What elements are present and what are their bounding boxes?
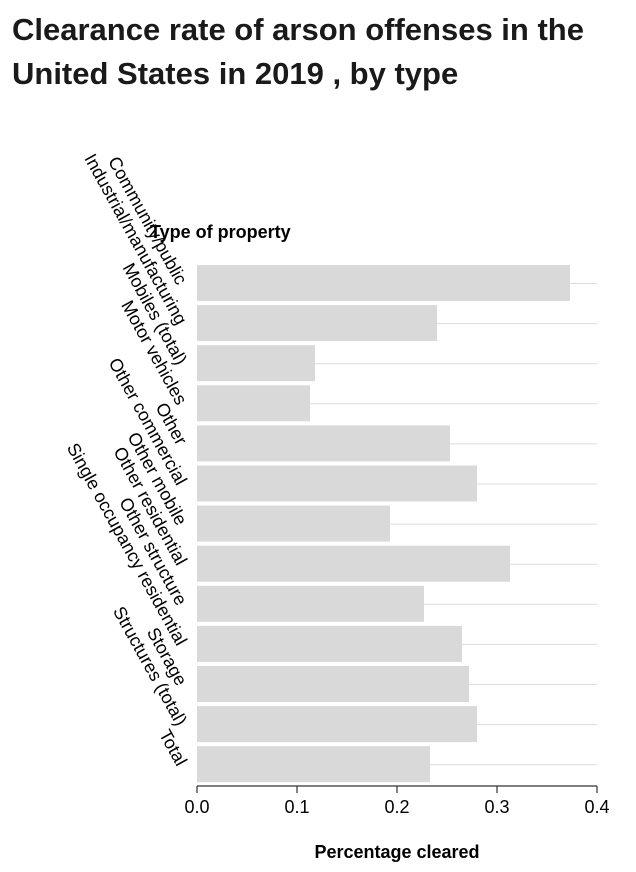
x-tick-label: 0.3 [484, 797, 509, 817]
bar [197, 585, 424, 622]
x-tick-label: 0.4 [584, 797, 609, 817]
chart-title: Clearance rate of arson offenses in the … [12, 12, 584, 91]
x-tick-label: 0.2 [384, 797, 409, 817]
x-tick-label: 0.1 [284, 797, 309, 817]
bars [197, 265, 570, 783]
category-labels: Community/publicIndustrial/manufacturing… [63, 150, 191, 769]
bar [197, 545, 510, 582]
x-axis-label: Percentage cleared [314, 842, 479, 862]
x-tick-label: 0.0 [184, 797, 209, 817]
bar [197, 625, 462, 662]
y-axis-label: Type of property [150, 222, 291, 242]
bar [197, 425, 450, 462]
bar [197, 746, 430, 783]
bar [197, 385, 310, 422]
bar [197, 505, 390, 542]
x-axis: 0.0 0.1 0.2 0.3 0.4 [184, 785, 610, 817]
bar [197, 305, 437, 342]
bar [197, 265, 570, 301]
category-label: Total [155, 726, 191, 769]
bar [197, 465, 477, 502]
bar [197, 706, 477, 743]
bar [197, 666, 469, 702]
bar [197, 345, 315, 382]
